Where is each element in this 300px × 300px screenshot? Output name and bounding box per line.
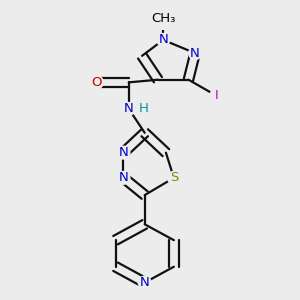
Circle shape	[210, 89, 223, 102]
Circle shape	[157, 34, 169, 46]
Text: N: N	[190, 47, 200, 60]
Text: I: I	[214, 89, 218, 102]
Text: N: N	[158, 33, 168, 46]
Circle shape	[91, 76, 103, 89]
Text: S: S	[170, 171, 178, 184]
Circle shape	[117, 172, 130, 184]
Text: N: N	[140, 276, 150, 289]
Circle shape	[167, 172, 180, 184]
Text: N: N	[118, 146, 128, 159]
Circle shape	[138, 276, 151, 289]
Circle shape	[153, 8, 174, 29]
Text: O: O	[92, 76, 102, 89]
Text: CH₃: CH₃	[151, 12, 175, 25]
Circle shape	[189, 47, 202, 59]
Text: H: H	[139, 102, 149, 116]
Text: N: N	[124, 102, 134, 116]
Circle shape	[117, 146, 130, 159]
Circle shape	[122, 103, 135, 115]
Text: N: N	[118, 171, 128, 184]
